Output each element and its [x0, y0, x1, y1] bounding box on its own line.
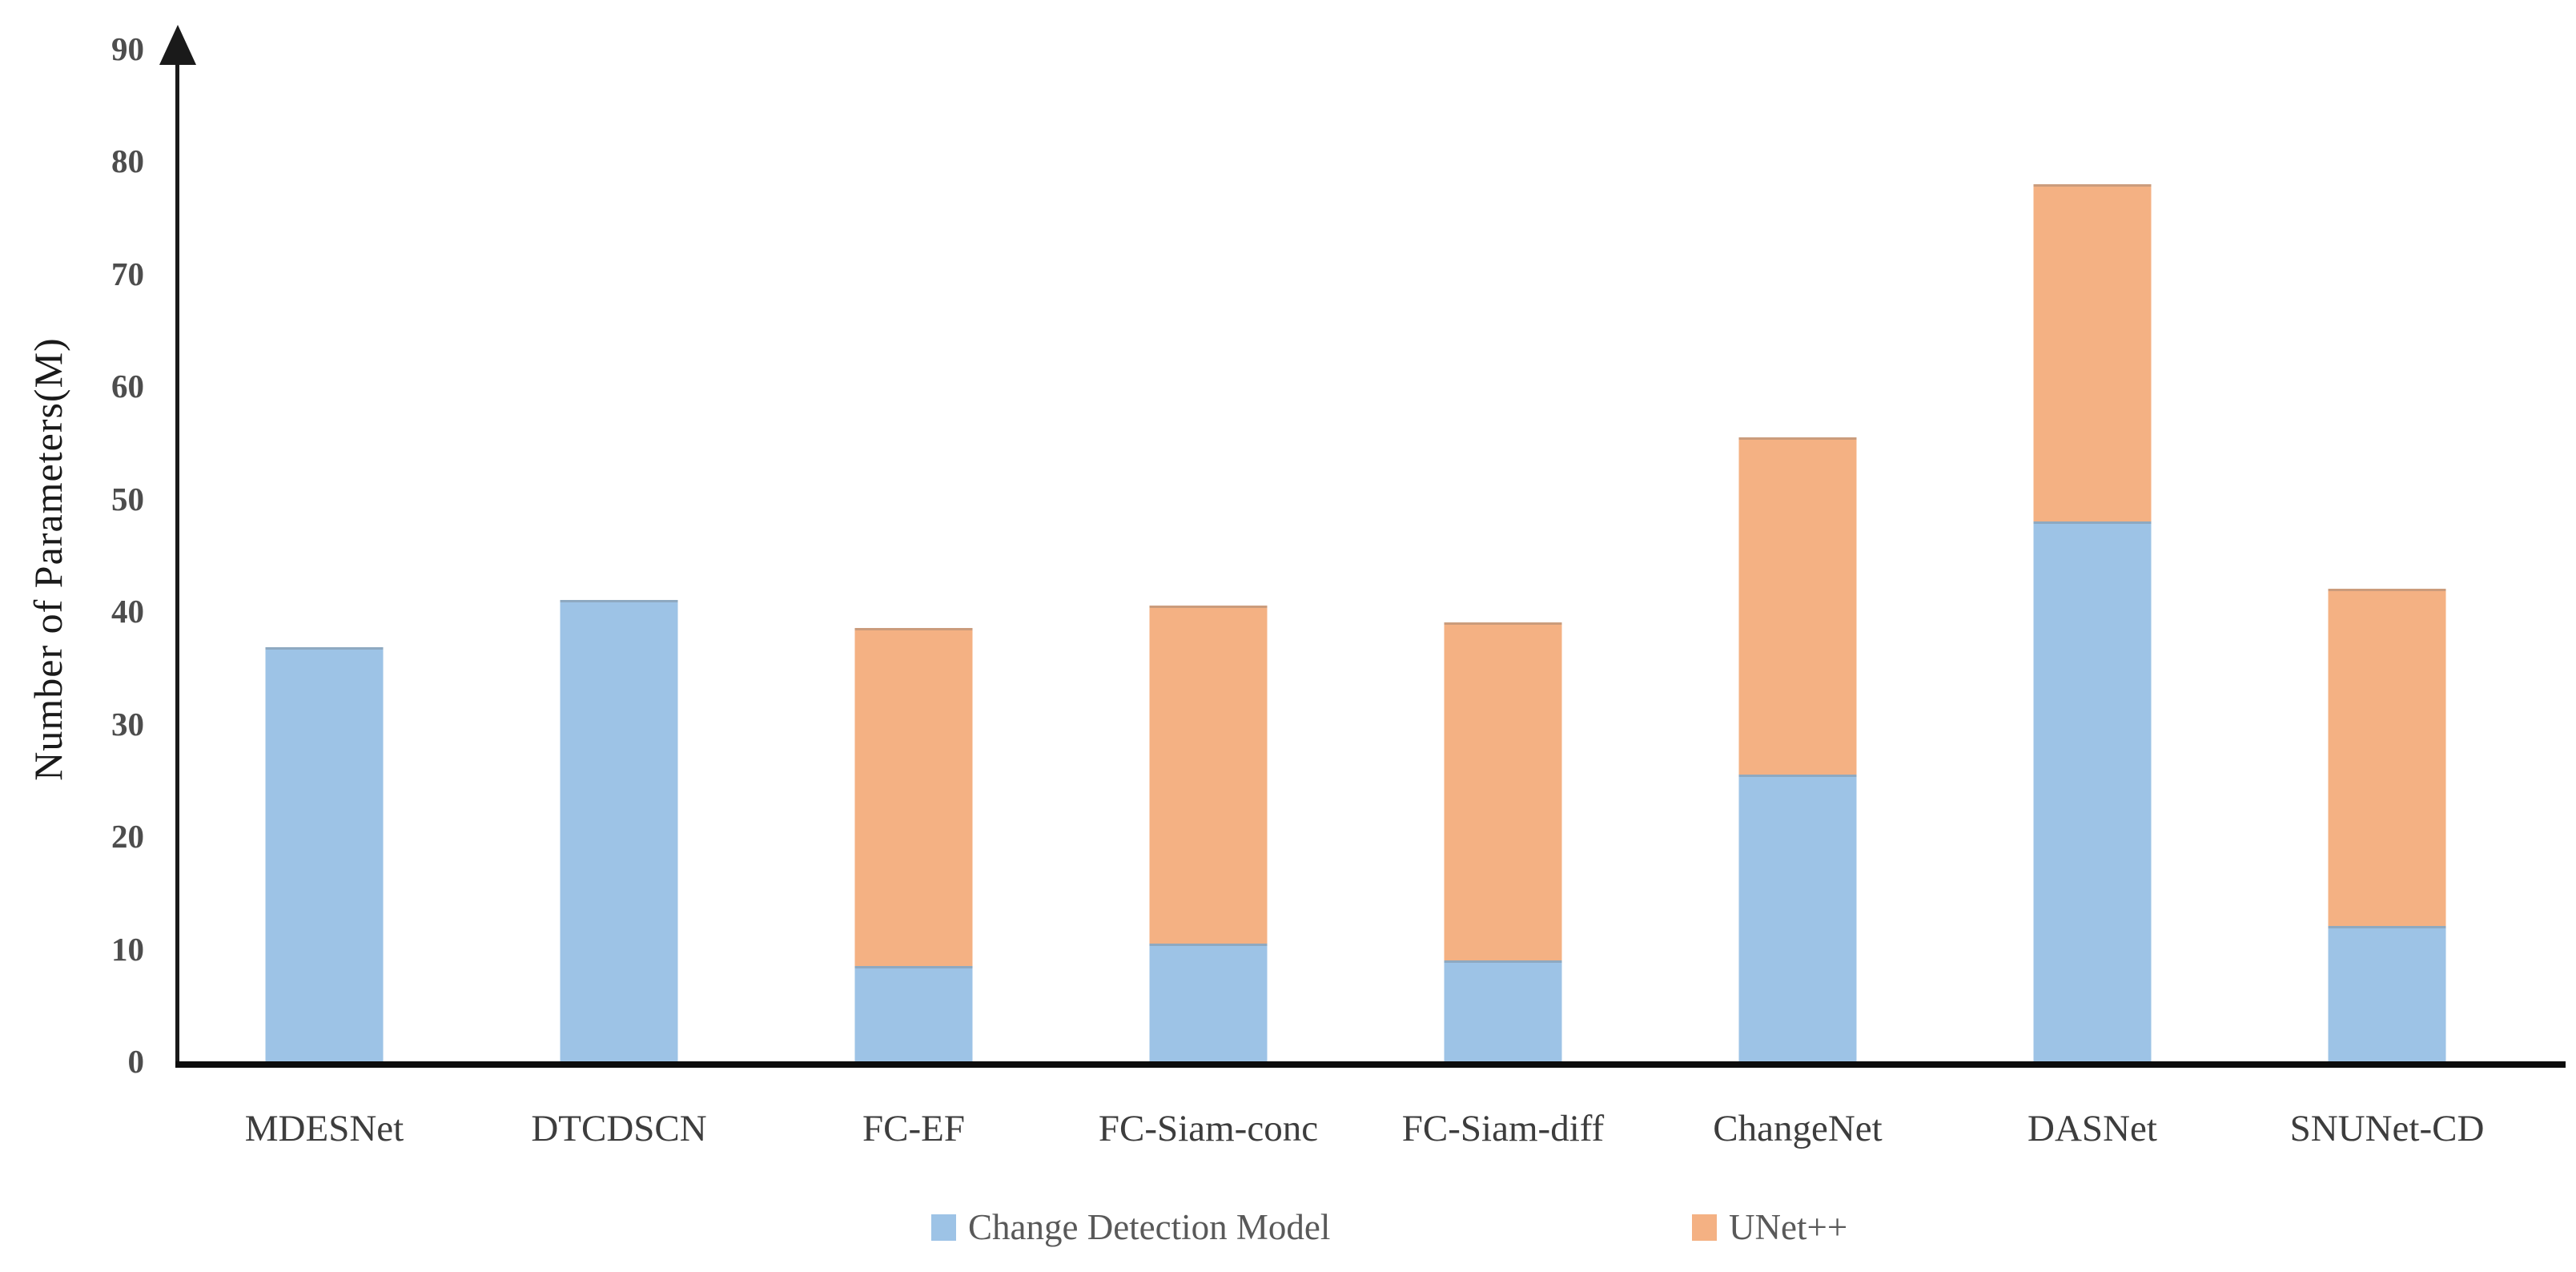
bar-group-FC-Siam-conc	[1061, 49, 1356, 1061]
x-axis-label: FC-EF	[862, 1108, 965, 1149]
bar-group-MDESNet	[177, 49, 472, 1061]
x-axis-label: SNUNet-CD	[2289, 1108, 2485, 1149]
bar-group-ChangeNet	[1650, 49, 1945, 1061]
x-axis-label: MDESNet	[244, 1108, 404, 1149]
bar-segment-change-detection-model	[2328, 926, 2446, 1061]
bar-segment-unet-	[854, 628, 973, 966]
bar-segment-unet-	[1738, 437, 1857, 775]
x-axis-label: DASNet	[2027, 1108, 2157, 1149]
legend-item: Change Detection Model	[931, 1206, 1330, 1248]
bar-segment-unet-	[2328, 589, 2446, 927]
bar-segment-change-detection-model	[1738, 774, 1857, 1061]
x-axis-labels: MDESNet DTCDSCN FC-EF FC-Siam-conc FC-Siam-d…	[177, 1107, 2534, 1150]
legend: Change Detection Model UNet++	[0, 1206, 2576, 1254]
bar-segment-change-detection-model	[1149, 943, 1268, 1061]
bar-segment-unet-	[1149, 606, 1268, 944]
bar-stack	[2328, 589, 2446, 1061]
x-axis-label: FC-Siam-conc	[1098, 1108, 1319, 1149]
y-tick-label: 90	[111, 30, 144, 67]
y-tick-label: 70	[111, 255, 144, 292]
bar-segment-change-detection-model	[2033, 521, 2152, 1061]
y-axis-line	[175, 38, 179, 1067]
bar-stack	[560, 600, 678, 1061]
y-tick-label: 80	[111, 143, 144, 180]
bar-stack	[2033, 183, 2152, 1061]
y-tick-label: 60	[111, 368, 144, 405]
x-axis-label: DTCDSCN	[531, 1108, 707, 1149]
bar-stack	[854, 628, 973, 1061]
x-axis-line	[175, 1061, 2566, 1068]
bar-stack	[265, 647, 384, 1061]
legend-swatch-icon	[1692, 1214, 1717, 1241]
bar-stack	[1149, 606, 1268, 1061]
bar-stack	[1738, 437, 1857, 1061]
bar-segment-change-detection-model	[560, 600, 678, 1061]
x-axis-label: ChangeNet	[1713, 1108, 1883, 1149]
bar-group-FC-EF	[766, 49, 1061, 1061]
bar-stack	[1444, 622, 1562, 1061]
legend-label: Change Detection Model	[968, 1207, 1331, 1247]
bar-group-FC-Siam-diff	[1356, 49, 1650, 1061]
legend-swatch-icon	[931, 1214, 956, 1241]
bar-group-SNUNet-CD	[2240, 49, 2534, 1061]
y-tick-label: 0	[127, 1043, 145, 1080]
bar-group-DTCDSCN	[472, 49, 766, 1061]
bar-segment-change-detection-model	[265, 647, 384, 1061]
y-tick-label: 50	[111, 480, 144, 517]
bar-group-DASNet	[1945, 49, 2240, 1061]
bars-container	[177, 49, 2534, 1061]
bar-segment-change-detection-model	[854, 965, 973, 1061]
y-tick-label: 40	[111, 593, 144, 630]
plot-area: 0 10 20 30 40 50 60 70 80 90	[0, 25, 2576, 1080]
x-axis-label: FC-Siam-diff	[1401, 1108, 1605, 1149]
bar-segment-unet-	[1444, 622, 1562, 960]
legend-label: UNet++	[1729, 1207, 1848, 1247]
legend-item: UNet++	[1692, 1206, 1847, 1248]
bar-segment-change-detection-model	[1444, 960, 1562, 1061]
y-tick-label: 10	[111, 930, 144, 968]
y-tick-label: 20	[111, 818, 144, 855]
y-axis-arrow-icon	[159, 25, 196, 65]
bar-segment-unet-	[2033, 183, 2152, 521]
y-tick-label: 30	[111, 705, 144, 743]
